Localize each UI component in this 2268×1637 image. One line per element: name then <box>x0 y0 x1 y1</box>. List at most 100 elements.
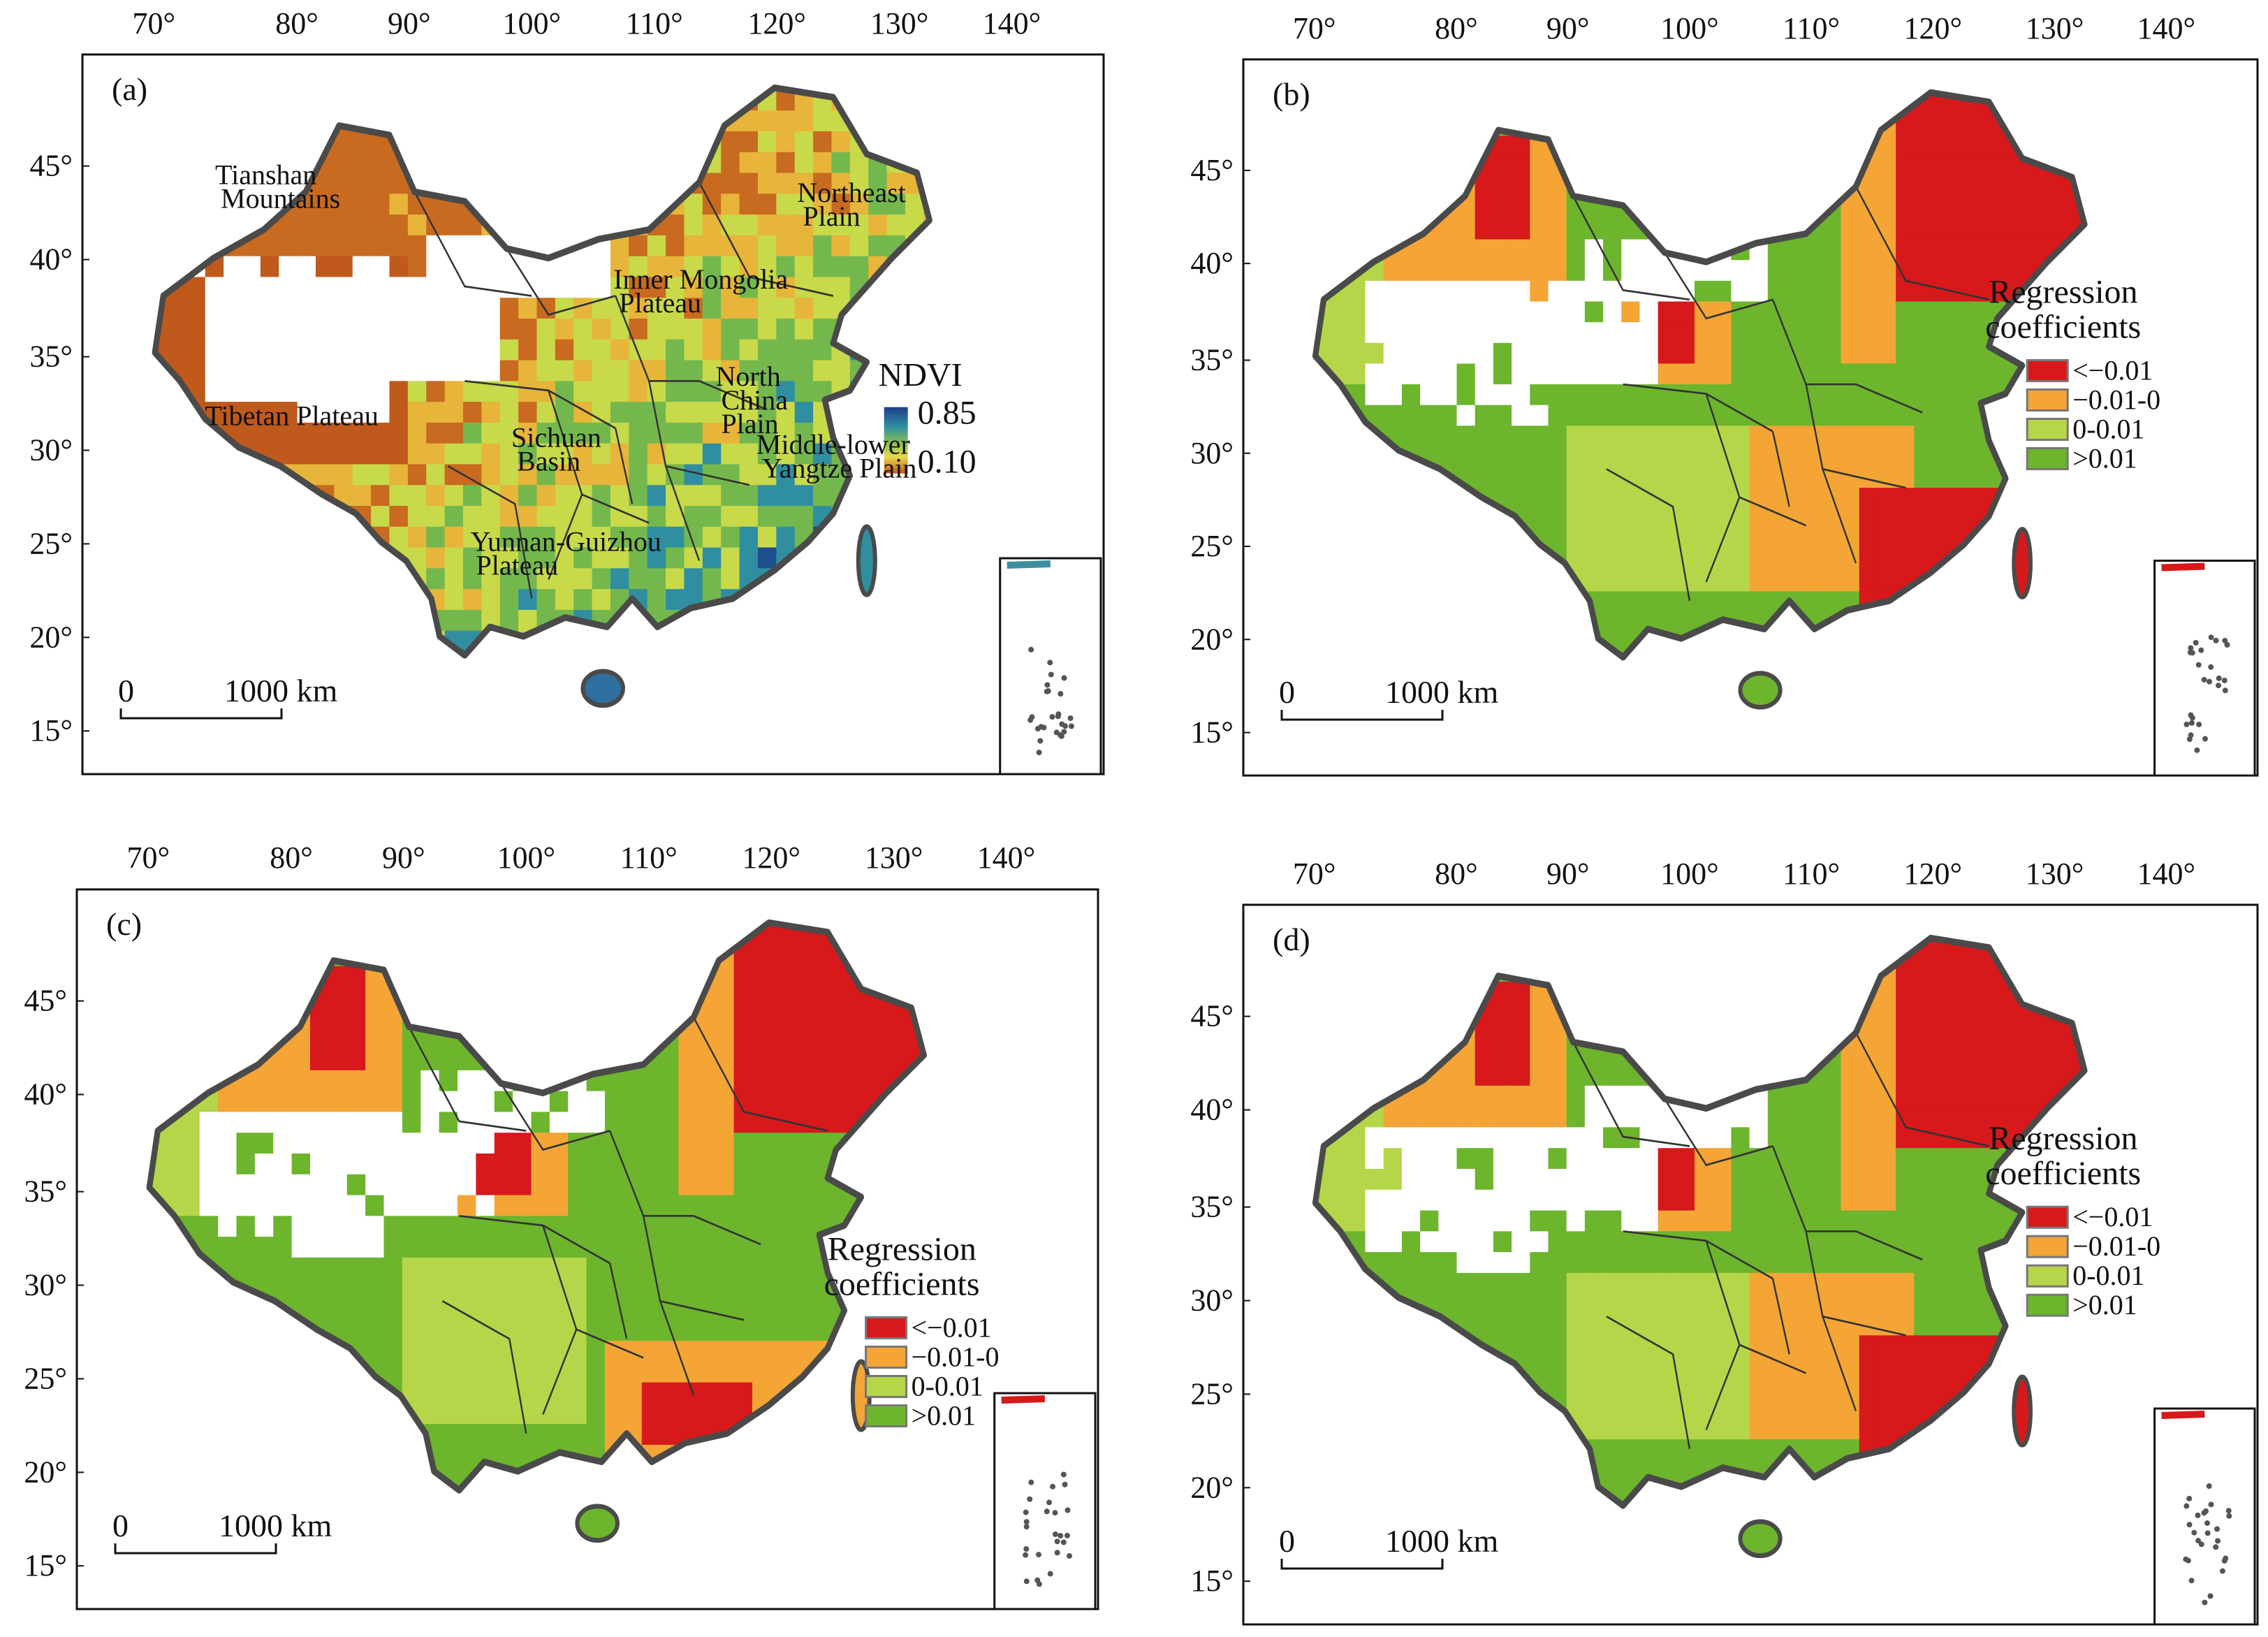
lat-tick-label: 40° <box>1190 246 1234 280</box>
province-boundary <box>1771 1278 1790 1355</box>
legend-title: coefficients <box>1985 1155 2141 1192</box>
legend-item-label: >0.01 <box>2072 443 2137 474</box>
south-china-sea-inset <box>2153 560 2256 777</box>
scale-bar-start: 0 <box>1279 1523 1295 1559</box>
hainan-island <box>1738 671 1783 710</box>
legend-swatch <box>865 1374 908 1398</box>
inset-island <box>2201 676 2207 683</box>
province-boundary <box>615 428 634 504</box>
inset-island <box>2226 1513 2232 1519</box>
inset-island <box>1044 682 1051 688</box>
inset-island <box>1054 1538 1060 1545</box>
province-boundary <box>1705 1344 1741 1431</box>
province-boundary <box>441 1300 527 1434</box>
inset-island <box>2198 647 2204 653</box>
inset-coast <box>1007 560 1051 569</box>
lat-tick-label: 20° <box>29 620 73 654</box>
inset-coast <box>2161 1411 2205 1419</box>
legend-swatch <box>865 1345 908 1369</box>
inset-island <box>1037 738 1044 744</box>
inset-island <box>2207 678 2213 685</box>
lat-tick-label: 20° <box>1190 622 1234 656</box>
inset-island <box>2202 1599 2208 1606</box>
province-boundary <box>1771 1145 1857 1232</box>
legend-title: Regression <box>828 1230 976 1267</box>
inset-island <box>2207 1593 2214 1599</box>
lon-tick-label: 80° <box>1435 857 1478 891</box>
region-label: Plain <box>721 408 778 439</box>
lon-tick-label: 140° <box>983 6 1041 41</box>
lon-tick-label: 140° <box>977 841 1036 875</box>
inset-island <box>2215 1538 2221 1544</box>
inset-island <box>2222 687 2228 694</box>
inset-island <box>2194 747 2200 753</box>
legend-item-label: −0.01-0 <box>912 1341 1000 1372</box>
legend-swatch <box>2026 388 2069 412</box>
lon-tick-label: 100° <box>497 841 555 875</box>
inset-island <box>1067 715 1074 721</box>
legend-item-label: −0.01-0 <box>2072 384 2160 416</box>
south-china-sea-inset <box>999 557 1102 776</box>
lon-tick-label: 140° <box>2137 857 2196 891</box>
province-boundary <box>664 465 701 562</box>
province-boundary <box>542 1329 578 1416</box>
lon-tick-label: 100° <box>502 6 561 41</box>
region-label: Yunnan-Guizhou <box>471 526 661 558</box>
inset-island <box>1061 729 1067 735</box>
hainan-island <box>575 1504 620 1543</box>
inset-island <box>1034 1577 1041 1583</box>
legend-min: 0.10 <box>918 444 976 481</box>
legend-swatch <box>2026 1293 2069 1317</box>
legend-item-label: 0-0.01 <box>912 1370 983 1402</box>
inset-island <box>1064 1532 1070 1538</box>
inset-island <box>1054 1550 1060 1556</box>
region-label: Middle-lower <box>756 429 910 460</box>
inset-island <box>2213 637 2219 643</box>
scale-bar-start: 0 <box>118 673 134 708</box>
inset-island <box>1028 1479 1034 1485</box>
lat-tick-label: 45° <box>1190 153 1234 187</box>
lon-tick-label: 70° <box>1293 11 1336 45</box>
province-boundary <box>609 1263 628 1339</box>
lat-tick-label: 40° <box>29 242 73 277</box>
map-panel-b: 70° 80° 90° 100° 110° 120° 130° 140° 45° 40° 35° 30… <box>1190 11 2259 777</box>
province-boundary <box>1822 468 1857 564</box>
province-boundary <box>500 1083 610 1151</box>
inset-island <box>1058 1533 1064 1539</box>
province-boundary <box>459 1214 610 1265</box>
legend-title: NDVI <box>879 357 963 394</box>
inset-island <box>2206 1483 2212 1490</box>
legend-item-label: 0-0.01 <box>2072 414 2144 445</box>
lon-tick-label: 120° <box>1904 857 1963 891</box>
inset-island <box>1028 646 1034 653</box>
lat-tick-label: 15° <box>1190 715 1234 750</box>
inset-island <box>2195 1538 2202 1544</box>
lon-tick-label: 90° <box>382 841 425 875</box>
taiwan-island <box>2012 1374 2033 1448</box>
inset-island <box>1023 1509 1029 1515</box>
lat-tick-label: 45° <box>24 984 67 1018</box>
region-label: Northeast <box>797 177 906 208</box>
lat-tick-label: 25° <box>1190 1376 1234 1411</box>
lat-tick-label: 45° <box>1190 999 1234 1033</box>
south-china-sea-inset <box>2153 1407 2256 1626</box>
legend-title: coefficients <box>824 1265 980 1302</box>
inset-island <box>1047 1571 1053 1577</box>
legend-title: coefficients <box>1985 309 2141 346</box>
province-boundary <box>1855 1230 1923 1261</box>
inset-island <box>2222 637 2228 643</box>
lat-tick-label: 15° <box>1190 1564 1234 1598</box>
inset-island <box>1050 1483 1056 1490</box>
lat-tick-label: 35° <box>1190 1190 1234 1224</box>
legend-swatch <box>2026 1205 2069 1229</box>
inset-island <box>1027 1496 1033 1502</box>
inset-island <box>1058 691 1064 697</box>
inset-island <box>2201 1510 2207 1516</box>
province-boundary <box>1664 252 1773 320</box>
region-label: Mountains <box>221 182 340 214</box>
lon-tick-label: 80° <box>275 6 319 41</box>
region-label: Tianshan <box>215 159 316 190</box>
province-boundary <box>1771 299 1857 386</box>
legend-swatch <box>865 1404 908 1427</box>
